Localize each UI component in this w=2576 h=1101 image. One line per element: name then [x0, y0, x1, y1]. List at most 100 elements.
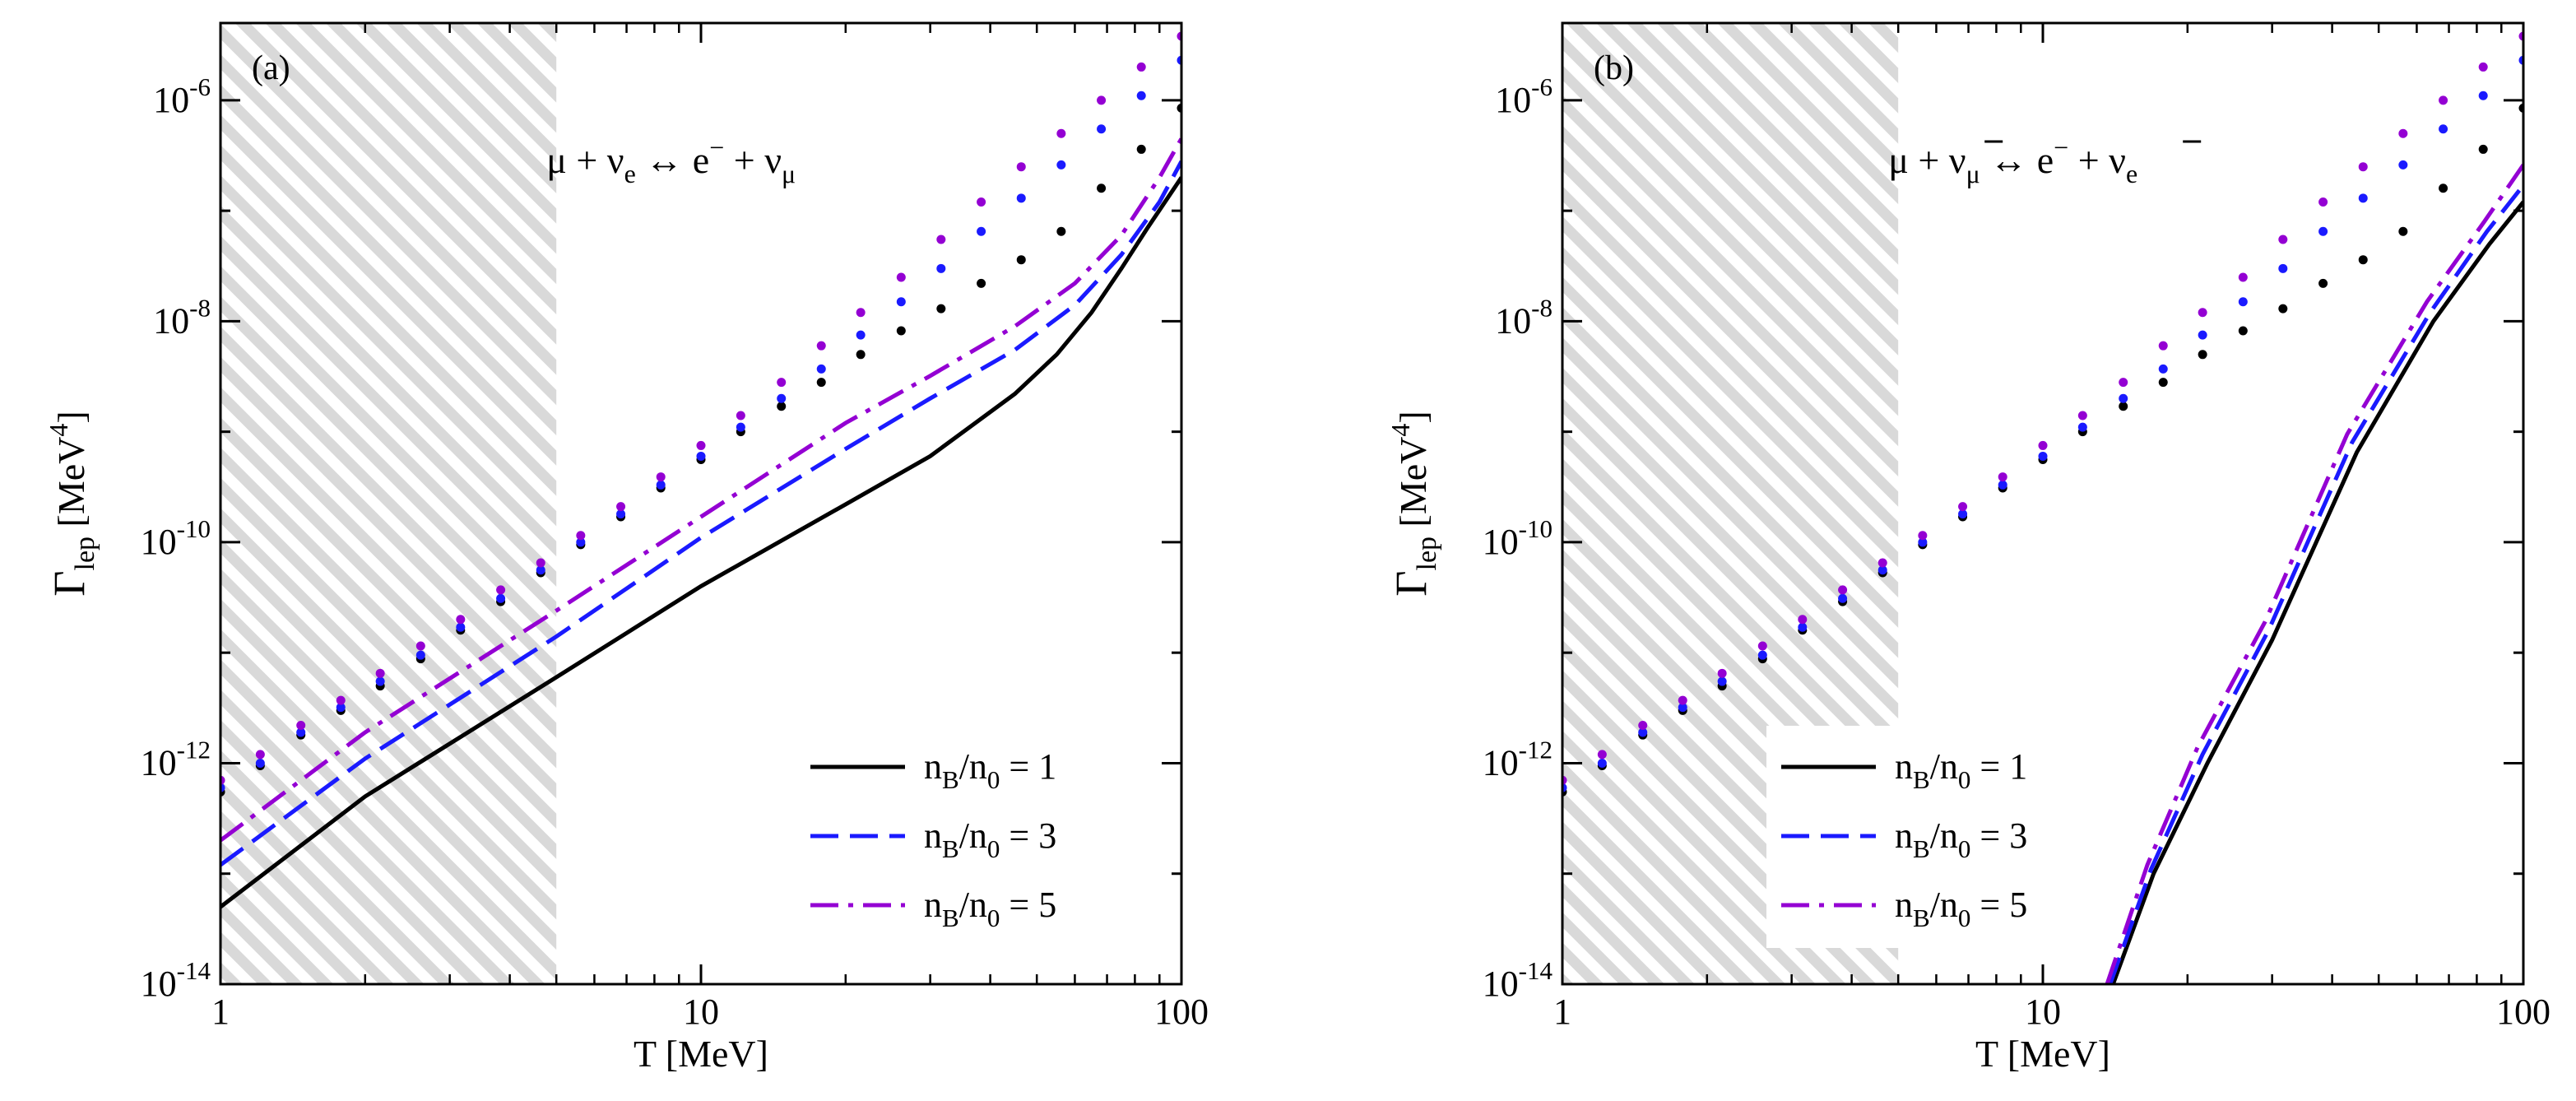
data-point — [936, 304, 946, 314]
data-point — [1877, 565, 1887, 575]
y-tick-label: 10-10 — [1483, 514, 1553, 562]
data-point — [1638, 720, 1648, 730]
data-point — [977, 278, 986, 288]
data-point — [2478, 144, 2488, 154]
reaction-label: μ + νe ↔ e− + νμ — [546, 132, 796, 188]
data-point — [1998, 472, 2007, 482]
data-point — [856, 350, 866, 360]
data-point — [1056, 160, 1066, 170]
data-point — [2358, 255, 2368, 265]
data-point — [336, 703, 346, 713]
data-point — [255, 758, 265, 768]
shaded-region — [220, 23, 557, 984]
series-line — [2110, 200, 2523, 984]
data-point — [2238, 272, 2248, 282]
plot-area — [220, 31, 1181, 909]
x-tick-label: 1 — [1553, 992, 1571, 1032]
data-point — [1097, 184, 1107, 193]
data-point — [1918, 537, 1928, 547]
data-point — [2398, 160, 2408, 170]
data-point — [2158, 378, 2168, 388]
data-point — [777, 402, 787, 411]
data-point — [2439, 184, 2448, 193]
data-point — [2198, 330, 2207, 340]
data-point — [936, 263, 946, 273]
x-tick-label: 100 — [2496, 992, 2550, 1032]
data-point — [2158, 341, 2168, 351]
data-point — [896, 272, 906, 282]
series-line — [220, 160, 1181, 867]
data-point — [1097, 124, 1107, 134]
data-point — [2077, 411, 2087, 420]
data-point — [415, 650, 425, 660]
data-point — [856, 308, 866, 318]
panel-a: 1 10 100 10-14 10-12 10-10 10-8 10-6 T [MeV] Γlep… — [44, 21, 1209, 1075]
data-point — [2439, 95, 2448, 105]
data-point — [1838, 593, 1848, 603]
data-point — [2318, 197, 2328, 207]
data-point — [1016, 193, 1026, 203]
data-point — [2478, 91, 2488, 100]
data-point — [1678, 695, 1687, 705]
data-point — [1056, 226, 1066, 236]
data-point — [936, 235, 946, 244]
data-point — [777, 378, 787, 388]
data-point — [696, 451, 706, 461]
data-point — [2119, 378, 2128, 388]
data-point — [1838, 585, 1848, 595]
data-point — [1136, 62, 1146, 72]
data-point — [2198, 350, 2207, 360]
y-tick-label: 10-6 — [153, 72, 211, 120]
data-point — [1918, 531, 1928, 541]
data-point — [1638, 727, 1648, 737]
data-point — [2158, 364, 2168, 374]
series-line — [220, 137, 1181, 843]
data-point — [375, 676, 385, 686]
series-line — [220, 176, 1181, 909]
data-point — [1958, 502, 1968, 512]
data-point — [2238, 297, 2248, 307]
y-tick-label: 10-10 — [141, 514, 211, 562]
y-tick-label: 10-12 — [141, 735, 211, 783]
data-point — [2038, 451, 2048, 461]
data-point — [777, 393, 787, 403]
data-point — [736, 411, 745, 420]
data-point — [656, 472, 666, 482]
x-axis-title: T [MeV] — [634, 1033, 768, 1075]
data-point — [1016, 162, 1026, 172]
data-point — [977, 226, 986, 236]
data-point — [2038, 440, 2048, 450]
y-axis-title: Γlep [MeV4] — [1385, 411, 1442, 596]
legend: nB/n0 = 1 nB/n0 = 3 nB/n0 = 5 — [1766, 726, 2112, 948]
data-point — [2198, 308, 2207, 318]
legend: nB/n0 = 1 nB/n0 = 3 nB/n0 = 5 — [810, 746, 1056, 932]
data-point — [2358, 162, 2368, 172]
data-point — [415, 641, 425, 651]
data-point — [816, 341, 826, 351]
data-point — [977, 197, 986, 207]
data-point — [456, 622, 466, 632]
y-tick-label: 10-8 — [1495, 293, 1553, 341]
y-axis-title: Γlep [MeV4] — [44, 411, 100, 596]
x-tick-label: 1 — [211, 992, 230, 1032]
data-point — [2238, 326, 2248, 336]
legend-label: nB/n0 = 1 — [924, 746, 1056, 794]
data-point — [1757, 650, 1767, 660]
y-tick-label: 10-6 — [1495, 72, 1553, 120]
data-point — [736, 422, 745, 432]
data-point — [1757, 641, 1767, 651]
x-tick-label: 10 — [683, 992, 719, 1032]
data-point — [2398, 128, 2408, 138]
data-point — [1798, 622, 1808, 632]
data-point — [496, 593, 506, 603]
data-point — [816, 364, 826, 374]
y-tick-label: 10-12 — [1483, 735, 1553, 783]
data-point — [2358, 193, 2368, 203]
data-point — [1717, 676, 1727, 686]
data-point — [896, 326, 906, 336]
legend-label: nB/n0 = 3 — [1895, 815, 2027, 863]
data-point — [1597, 758, 1607, 768]
data-point — [336, 695, 346, 705]
data-point — [1998, 480, 2007, 490]
data-point — [2318, 278, 2328, 288]
